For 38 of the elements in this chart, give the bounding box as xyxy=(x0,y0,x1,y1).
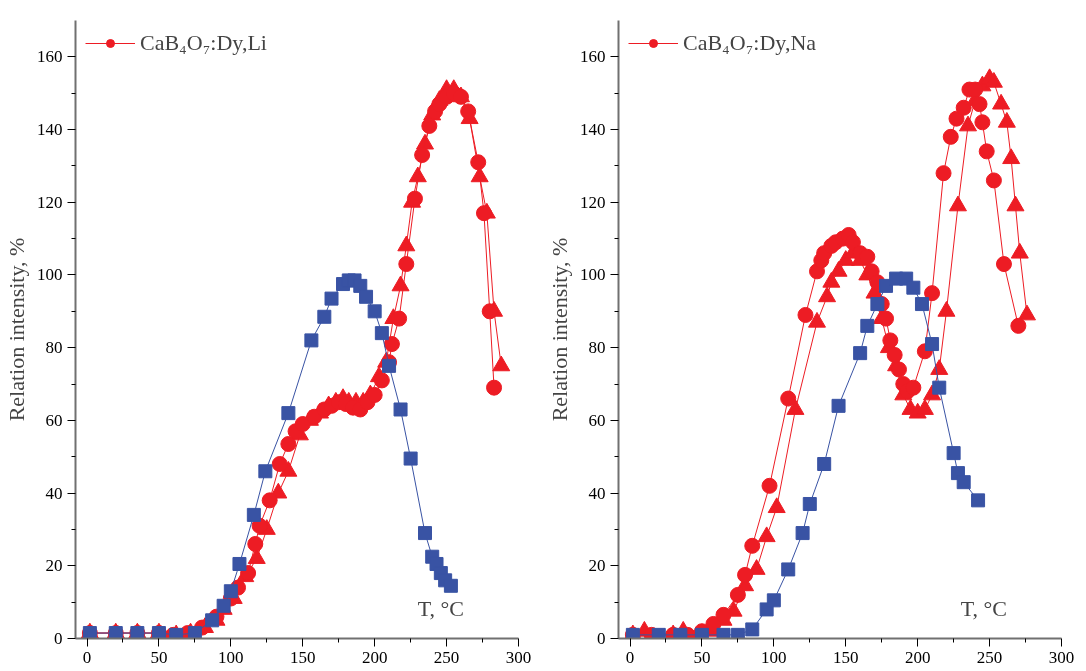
y-tick-label: 0 xyxy=(54,629,63,648)
x-tick-label: 0 xyxy=(82,647,92,667)
x-tick-label: 250 xyxy=(433,647,460,667)
y-tick-label: 80 xyxy=(588,338,606,358)
x-tick-label: 200 xyxy=(361,647,388,667)
x-tick-label: 150 xyxy=(290,647,316,667)
y-tick-label: 60 xyxy=(588,410,606,430)
y-tick-label: 140 xyxy=(580,120,606,140)
x-tick-label: 150 xyxy=(833,647,859,667)
y-tick-label: 160 xyxy=(37,47,63,67)
y-tick-label: 100 xyxy=(580,265,606,285)
x-tick-label: 200 xyxy=(904,647,931,667)
x-tick-label: 100 xyxy=(761,647,787,667)
legend-label: CaB₄O₇:Dy,Li xyxy=(140,30,267,56)
y-tick-label: 140 xyxy=(37,120,63,140)
y-axis-title: Relation intensity, % xyxy=(4,237,29,422)
y-axis-title: Relation intensity, % xyxy=(547,237,572,422)
x-tick-label: 50 xyxy=(693,647,711,667)
y-tick-label: 20 xyxy=(45,556,63,576)
y-tick-label: 40 xyxy=(588,483,606,503)
legend-label: CaB₄O₇:Dy,Na xyxy=(683,30,817,56)
y-tick-label: 100 xyxy=(37,265,63,285)
x-axis-title: T, °C xyxy=(960,595,1007,621)
y-tick-label: 60 xyxy=(45,410,63,430)
y-tick-label: 120 xyxy=(37,192,63,212)
y-tick-label: 40 xyxy=(45,483,63,503)
x-tick-label: 300 xyxy=(1048,647,1075,667)
x-tick-label: 250 xyxy=(976,647,1003,667)
x-tick-label: 50 xyxy=(150,647,168,667)
y-tick-label: 0 xyxy=(597,629,606,648)
x-tick-label: 100 xyxy=(218,647,244,667)
x-tick-label: 0 xyxy=(625,647,635,667)
y-tick-label: 160 xyxy=(580,47,606,67)
x-tick-label: 300 xyxy=(505,647,532,667)
y-tick-label: 20 xyxy=(588,556,606,576)
y-tick-label: 80 xyxy=(45,338,63,358)
x-axis-title: T, °C xyxy=(417,595,464,621)
y-tick-label: 120 xyxy=(580,192,606,212)
